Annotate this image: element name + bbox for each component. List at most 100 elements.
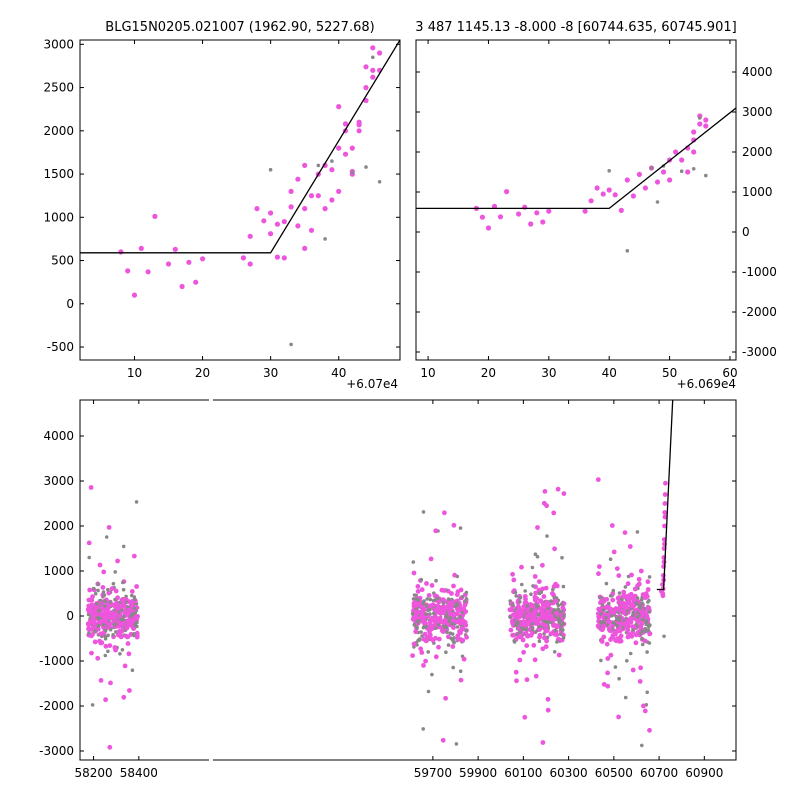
data-point <box>433 654 439 660</box>
data-point <box>645 587 651 592</box>
data-point <box>508 627 514 633</box>
data-point <box>350 170 355 175</box>
data-point <box>642 638 648 644</box>
data-point <box>455 636 461 642</box>
data-point <box>103 697 108 703</box>
data-point <box>552 596 557 600</box>
data-point <box>119 621 125 627</box>
data-point <box>451 665 456 670</box>
data-point <box>540 219 546 225</box>
data-point <box>121 587 126 592</box>
data-point <box>108 680 113 686</box>
data-point <box>698 116 702 120</box>
data-point <box>608 557 613 561</box>
data-point <box>631 613 635 618</box>
data-point <box>561 584 566 589</box>
x-tick-label: 50 <box>662 366 677 380</box>
data-point <box>637 679 643 684</box>
data-point <box>106 590 112 596</box>
y-tick-label: -3000 <box>39 744 74 758</box>
data-point <box>621 610 627 616</box>
data-point <box>640 629 644 633</box>
data-point <box>295 223 301 229</box>
data-point <box>552 546 557 552</box>
data-point <box>582 208 588 214</box>
data-point <box>96 623 101 628</box>
y-tick-label: 2000 <box>742 145 773 159</box>
x-tick-label: 30 <box>263 366 278 380</box>
data-point <box>416 598 421 602</box>
data-point <box>454 742 459 746</box>
data-point <box>421 727 426 731</box>
data-point <box>619 597 624 602</box>
data-point <box>525 604 530 608</box>
data-point <box>424 612 428 616</box>
data-point <box>440 610 446 616</box>
x-tick-label: 10 <box>420 366 435 380</box>
data-point <box>115 632 121 638</box>
data-point <box>106 649 110 654</box>
data-point <box>89 633 94 639</box>
data-point <box>433 635 438 641</box>
y-tick-label: 4000 <box>43 429 74 443</box>
data-point <box>356 122 362 128</box>
data-point <box>631 628 635 632</box>
data-point <box>451 625 456 630</box>
data-point <box>523 619 529 625</box>
data-point <box>521 627 526 631</box>
data-point <box>604 604 609 610</box>
data-point <box>647 609 651 614</box>
data-point <box>644 621 648 625</box>
data-point <box>316 163 321 168</box>
data-point <box>621 621 627 627</box>
data-point <box>643 591 649 596</box>
data-point <box>623 695 628 700</box>
data-point <box>95 601 99 606</box>
data-point <box>691 167 696 171</box>
data-point <box>103 643 109 649</box>
data-point <box>533 621 539 626</box>
data-point <box>532 657 538 663</box>
data-point <box>419 614 424 620</box>
data-point <box>625 619 631 625</box>
data-point <box>616 714 621 720</box>
season-3-points <box>595 477 653 748</box>
data-point <box>98 619 104 625</box>
data-point <box>548 631 554 636</box>
data-point <box>433 528 439 534</box>
data-point <box>662 492 668 497</box>
data-point <box>172 246 178 252</box>
data-point <box>497 214 504 220</box>
data-point <box>636 171 643 177</box>
data-point <box>679 169 684 173</box>
data-point <box>504 189 510 195</box>
top-left-series-1 <box>268 55 382 347</box>
data-point <box>588 198 594 204</box>
data-point <box>462 621 468 627</box>
data-point <box>450 622 454 626</box>
data-point <box>423 658 428 664</box>
data-point <box>662 523 667 529</box>
data-point <box>540 646 546 652</box>
data-point <box>93 629 97 633</box>
data-point <box>114 604 119 609</box>
data-point <box>663 480 668 486</box>
data-point <box>463 609 469 614</box>
data-point <box>533 552 538 556</box>
data-point <box>130 668 135 672</box>
data-point <box>145 269 151 275</box>
data-point <box>186 259 192 265</box>
data-point <box>600 191 606 197</box>
top-right-x-offset-label: +6.069e4 <box>677 377 736 391</box>
data-point <box>104 535 109 539</box>
data-point <box>86 597 92 603</box>
data-point <box>636 576 642 582</box>
data-point <box>595 623 601 629</box>
data-point <box>134 584 140 589</box>
data-point <box>485 225 492 231</box>
data-point <box>130 618 136 624</box>
data-point <box>660 573 666 578</box>
data-point <box>91 608 97 614</box>
data-point <box>523 589 527 593</box>
data-point <box>641 617 645 622</box>
